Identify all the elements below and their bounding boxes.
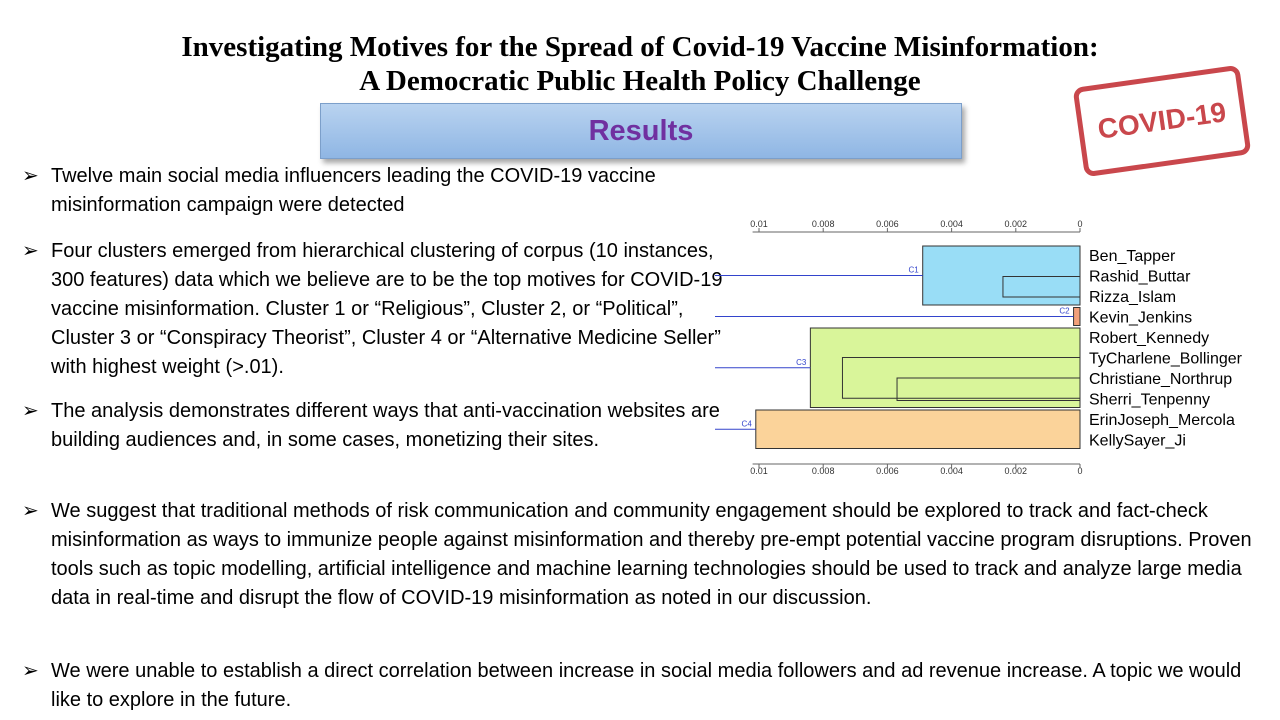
- axis-bottom-tick-label: 0.008: [812, 466, 835, 476]
- leaf-label: Kevin_Jenkins: [1089, 310, 1192, 327]
- bullet-item-4: ➢ We suggest that traditional methods of…: [22, 497, 1262, 647]
- merge-northrup-tenpenny: [896, 377, 1080, 401]
- cluster-label-c2: C2: [1059, 307, 1070, 316]
- leaf-label: Robert_Kennedy: [1089, 330, 1209, 347]
- bullet-text-2: Four clusters emerged from hierarchical …: [51, 240, 723, 378]
- stamp-text: COVID-19: [1095, 96, 1229, 145]
- cluster-box-c4: [755, 409, 1081, 449]
- bullet-item-5: ➢ We were unable to establish a direct c…: [22, 657, 1262, 717]
- bullet-item-1: ➢ Twelve main social media influencers l…: [22, 162, 742, 222]
- merge-rashid-rizza: [1002, 276, 1080, 298]
- arrow-bullet-icon: ➢: [22, 400, 39, 422]
- leaf-label: Rizza_Islam: [1089, 289, 1176, 306]
- leaf-label: ErinJoseph_Mercola: [1089, 412, 1235, 429]
- bullet-text-3: The analysis demonstrates different ways…: [51, 400, 720, 451]
- arrow-bullet-icon: ➢: [22, 165, 39, 187]
- axis-top-tick-label: 0.01: [750, 219, 768, 229]
- leaf-label: KellySayer_Ji: [1089, 433, 1186, 450]
- leaf-label: Ben_Tapper: [1089, 248, 1176, 265]
- cluster-label-c4: C4: [742, 419, 753, 428]
- cluster-label-c1: C1: [908, 266, 919, 275]
- axis-bottom-tick-label: 0.002: [1005, 466, 1028, 476]
- axis-top-tick-label: 0.008: [812, 219, 835, 229]
- arrow-bullet-icon: ➢: [22, 660, 39, 682]
- title-line-1: Investigating Motives for the Spread of …: [181, 31, 1099, 63]
- axis-bottom-tick-label: 0.006: [876, 466, 899, 476]
- leaf-label: Rashid_Buttar: [1089, 269, 1191, 286]
- leaf-label: Sherri_Tenpenny: [1089, 392, 1210, 409]
- bullet-item-2: ➢ Four clusters emerged from hierarchica…: [22, 237, 742, 382]
- bullet-text-4: We suggest that traditional methods of r…: [51, 500, 1252, 609]
- axis-top-tick-label: 0.006: [876, 219, 899, 229]
- cluster-box-c2: [1073, 307, 1081, 326]
- results-header-box: Results: [320, 103, 962, 159]
- title-line-2: A Democratic Public Health Policy Challe…: [359, 65, 921, 97]
- axis-top-tick-label: 0.002: [1005, 219, 1028, 229]
- merge-bollinger-group: [841, 357, 1080, 399]
- arrow-bullet-icon: ➢: [22, 500, 39, 522]
- bullet-text-5: We were unable to establish a direct cor…: [51, 660, 1242, 711]
- cluster-label-c3: C3: [796, 358, 807, 367]
- axis-top-tick-label: 0: [1077, 219, 1082, 229]
- axis-top-tick-label: 0.004: [940, 219, 963, 229]
- cluster-box-c3: [809, 327, 1081, 408]
- leaf-label: Christiane_Northrup: [1089, 371, 1232, 388]
- leaf-label: TyCharlene_Bollinger: [1089, 351, 1243, 368]
- axis-bottom-tick-label: 0.004: [940, 466, 963, 476]
- bullet-text-1: Twelve main social media influencers lea…: [51, 165, 656, 216]
- results-label: Results: [588, 115, 694, 147]
- page-title: Investigating Motives for the Spread of …: [0, 30, 1280, 98]
- bullet-item-3: ➢ The analysis demonstrates different wa…: [22, 397, 742, 487]
- axis-bottom-tick-label: 0.01: [750, 466, 768, 476]
- cluster-box-c1: [922, 245, 1081, 306]
- cluster-dendrogram: 0.01 0.008 0.006 0.004 0.002 0 0.01 0.008 0.006 0…: [715, 219, 1243, 476]
- axis-bottom-tick-label: 0: [1077, 466, 1082, 476]
- arrow-bullet-icon: ➢: [22, 240, 39, 262]
